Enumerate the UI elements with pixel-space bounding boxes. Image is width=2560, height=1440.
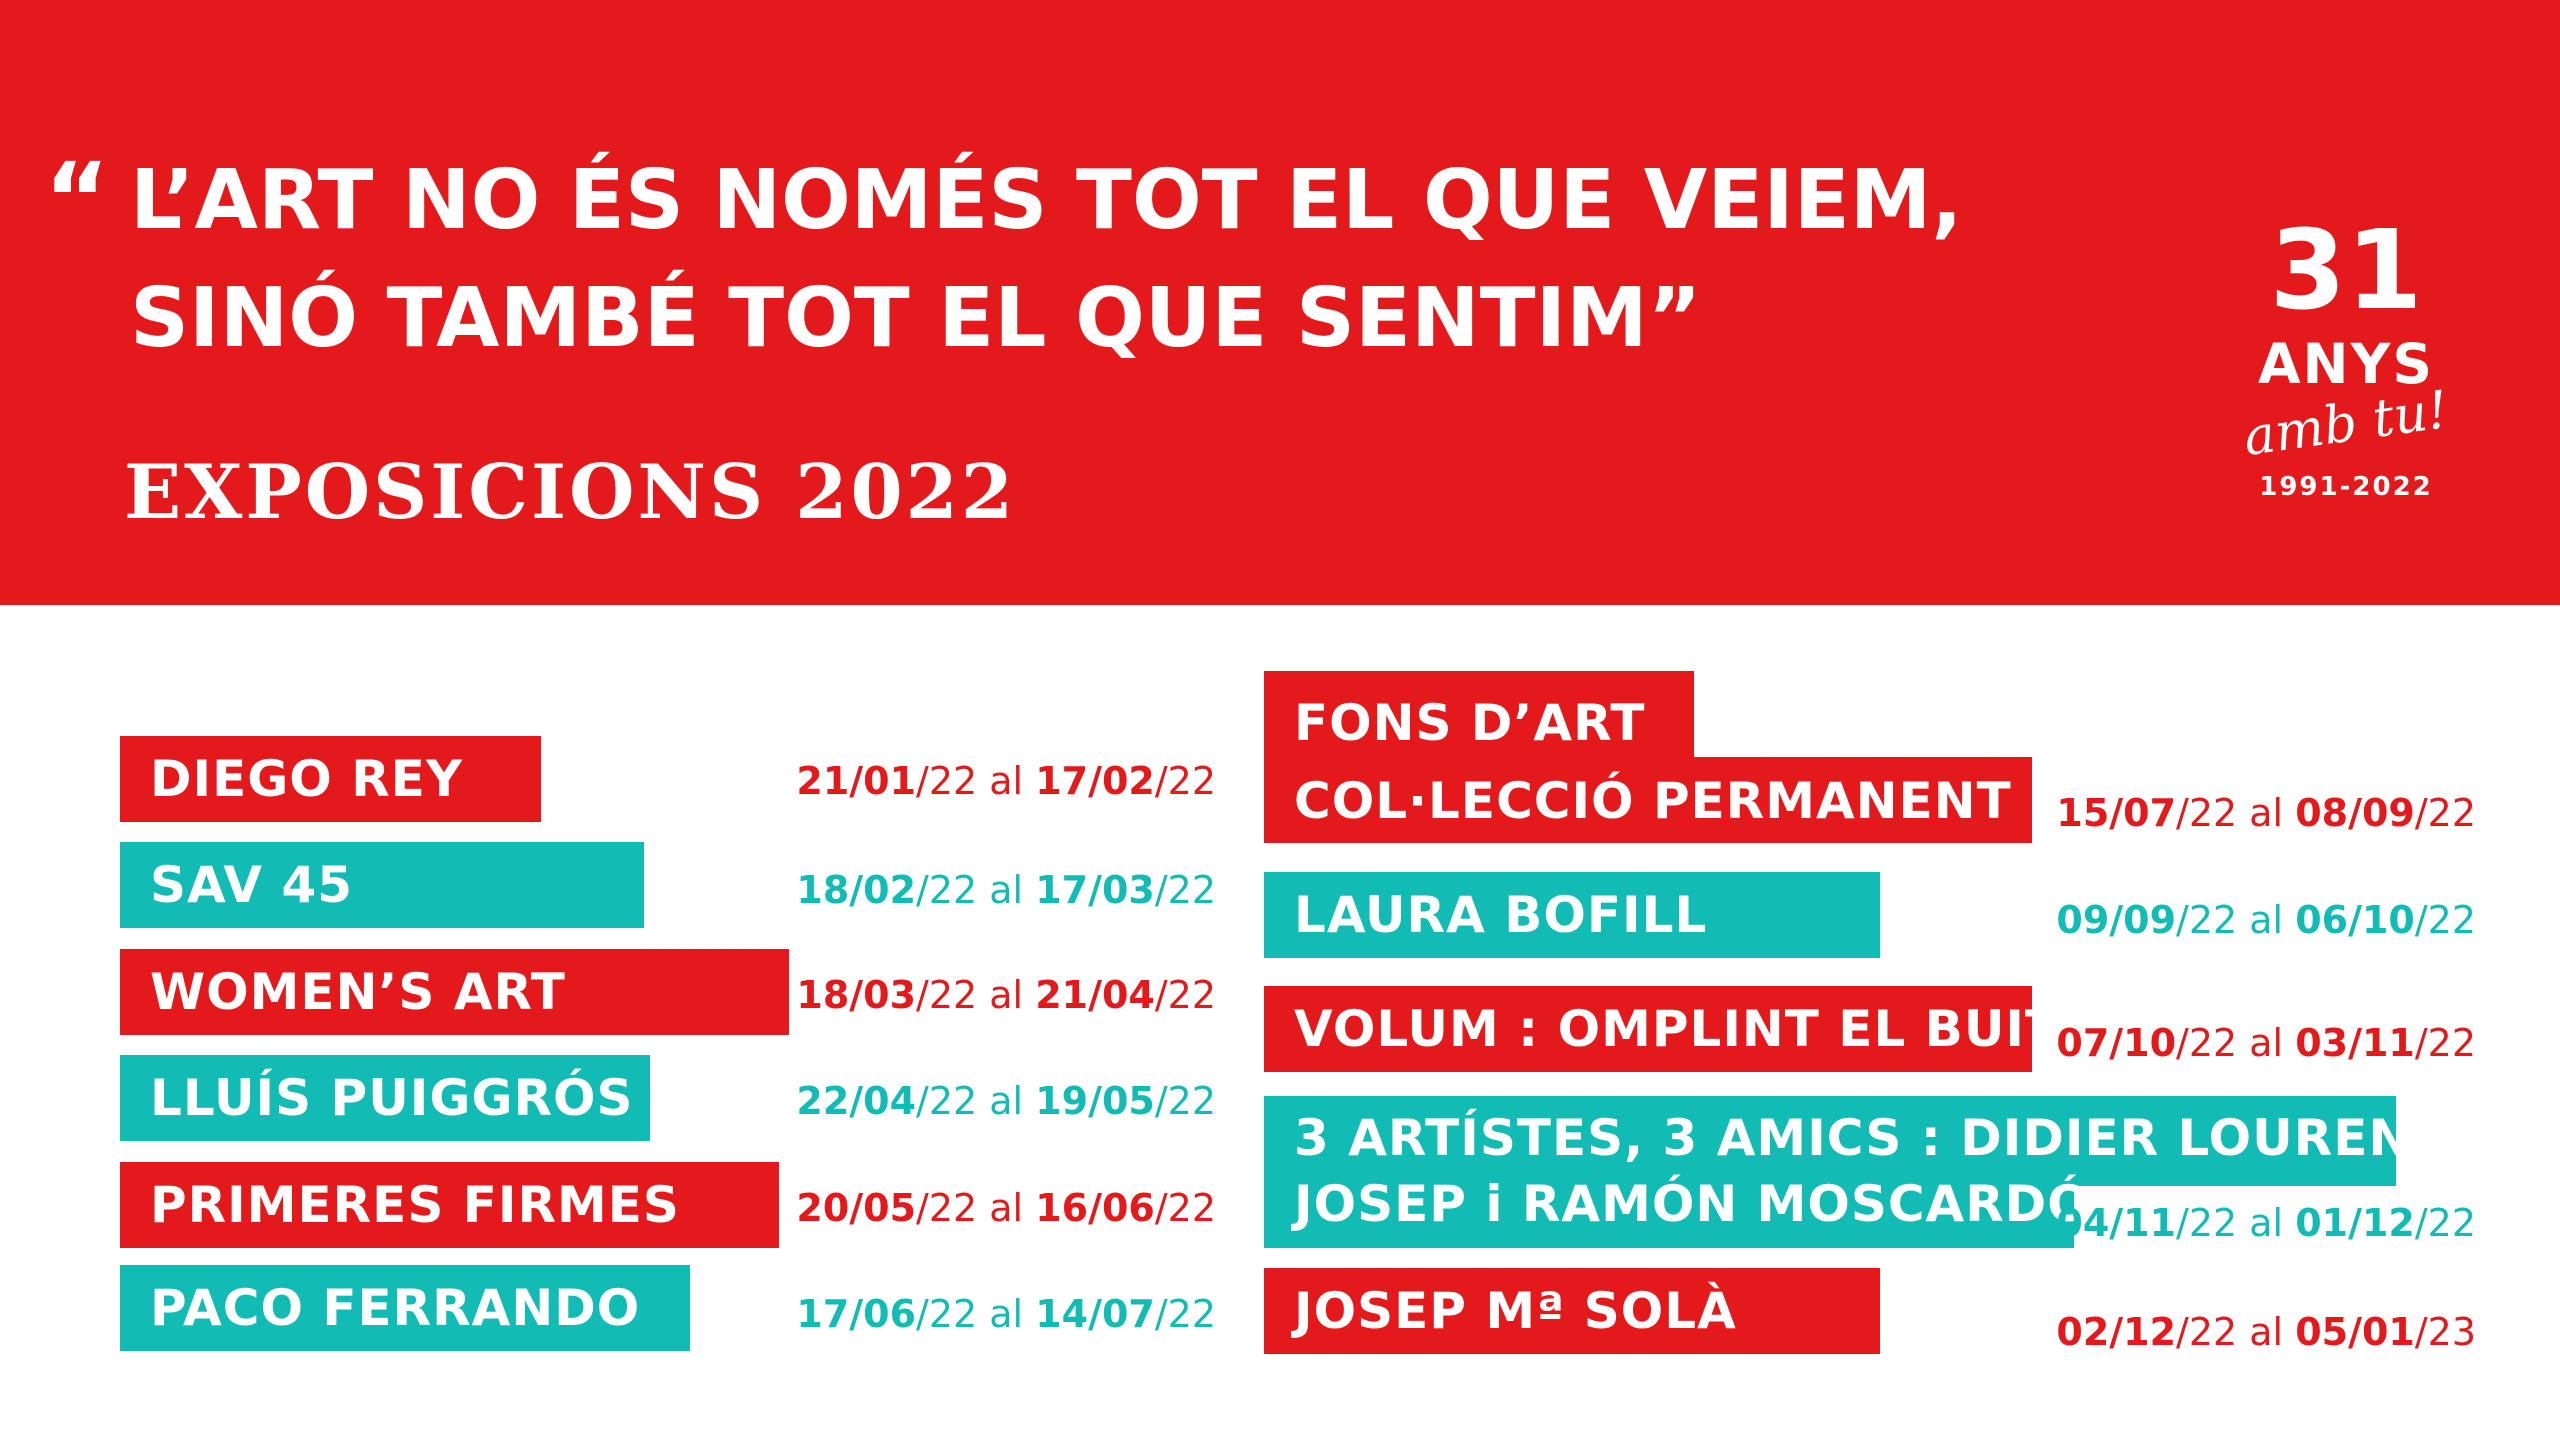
- exhibition-dates-josep-ma-sola: 02/12/22 al 05/01/23: [2056, 1310, 2476, 1354]
- exhibition-bar-laura-bofill: LAURA BOFILL: [1264, 872, 1880, 958]
- header-banner: [0, 0, 2560, 605]
- exhibition-bar-primeres-firmes: PRIMERES FIRMES: [120, 1162, 779, 1248]
- exhibition-label-3-artistes: 3 ARTÍSTES, 3 AMICS : DIDIER LOURENÇO, J…: [1294, 1105, 2511, 1237]
- exhibition-bar-3-artistes-bottom: [1264, 1180, 2074, 1248]
- exhibition-dates-lluis-puiggros: 22/04/22 al 19/05/22: [796, 1079, 1216, 1123]
- exhibition-dates-diego-rey: 21/01/22 al 17/02/22: [796, 759, 1216, 803]
- exhibition-bar-lluis-puiggros: LLUÍS PUIGGRÓS: [120, 1055, 650, 1141]
- exhibition-dates-womens-art: 18/03/22 al 21/04/22: [796, 973, 1216, 1017]
- badge-number: 31: [2269, 206, 2423, 334]
- exhibition-dates-fons-dart: 15/07/22 al 08/09/22: [2056, 791, 2476, 835]
- page-subtitle: EXPOSICIONS 2022: [124, 448, 1017, 536]
- badge-years: 1991-2022: [2259, 472, 2433, 502]
- exhibition-bar-fons-dart-top: [1264, 671, 1694, 761]
- badge-anys: ANYS: [2257, 332, 2435, 396]
- exhibition-dates-3-artistes: 04/11/22 al 01/12/22: [2056, 1201, 2476, 1245]
- quote-line-1: L’ART NO ÉS NOMÉS TOT EL QUE VEIEM,: [130, 153, 1963, 248]
- exhibition-bar-josep-ma-sola: JOSEP Mª SOLÀ: [1264, 1268, 1880, 1354]
- exhibition-bar-diego-rey: DIEGO REY: [120, 736, 541, 822]
- exhibition-bar-sav-45: SAV 45: [120, 842, 644, 928]
- quote-line-2: SINÓ TAMBÉ TOT EL QUE SENTIM”: [130, 271, 1702, 366]
- exhibition-dates-volum: 07/10/22 al 03/11/22: [2056, 1021, 2476, 1065]
- open-quote-mark: “: [44, 141, 110, 258]
- exhibition-dates-sav-45: 18/02/22 al 17/03/22: [796, 868, 1216, 912]
- exhibition-dates-paco-ferrando: 17/06/22 al 14/07/22: [796, 1292, 1216, 1336]
- exhibition-bar-paco-ferrando: PACO FERRANDO: [120, 1265, 690, 1351]
- fons-dart-line-2: COL·LECCIÓ PERMANENT: [1294, 772, 2012, 830]
- exhibition-bar-womens-art: WOMEN’S ART: [120, 949, 789, 1035]
- fons-dart-line-1: FONS D’ART: [1294, 694, 1646, 752]
- 3-artistes-line-1: 3 ARTÍSTES, 3 AMICS : DIDIER LOURENÇO,: [1294, 1109, 2512, 1167]
- exhibition-bar-volum: VOLUM : OMPLINT EL BUIT: [1264, 986, 2059, 1072]
- exhibition-dates-primeres-firmes: 20/05/22 al 16/06/22: [796, 1186, 1216, 1230]
- exhibition-label-fons-dart: FONS D’ART COL·LECCIÓ PERMANENT: [1294, 688, 2012, 844]
- exhibition-bar-3-artistes-top: [1264, 1096, 2396, 1186]
- exhibition-bar-fons-dart-bottom: [1264, 757, 2032, 843]
- anniversary-badge: 31 ANYS amb tu! 1991-2022: [2236, 215, 2456, 500]
- 3-artistes-line-2: JOSEP i RAMÓN MOSCARDÓ: [1294, 1175, 2091, 1233]
- header-quote: L’ART NO ÉS NOMÉS TOT EL QUE VEIEM, SINÓ…: [130, 142, 1963, 378]
- exhibition-dates-laura-bofill: 09/09/22 al 06/10/22: [2056, 898, 2476, 942]
